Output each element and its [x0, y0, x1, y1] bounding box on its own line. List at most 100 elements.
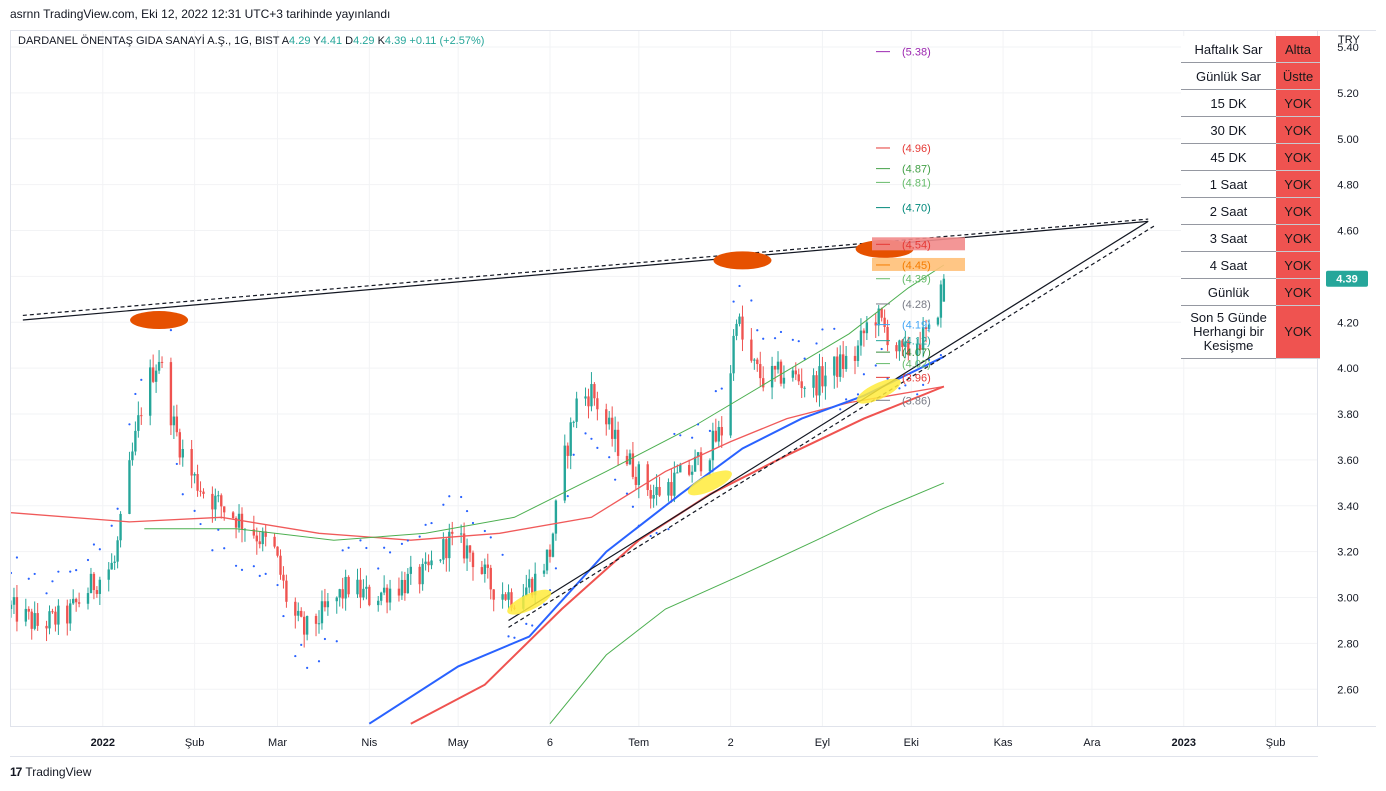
sar-dot — [507, 635, 510, 638]
candle — [836, 347, 839, 388]
candle — [898, 339, 901, 361]
candle — [341, 577, 344, 609]
candle-body — [818, 366, 821, 396]
time-tick-label: Nis — [361, 737, 377, 749]
candle-body — [625, 455, 629, 465]
candle-body — [30, 611, 33, 629]
price-tick-label: 5.00 — [1337, 134, 1358, 146]
candle — [916, 338, 919, 367]
sar-dot — [898, 387, 901, 390]
candle-body — [756, 359, 759, 365]
candle-body — [714, 430, 718, 442]
candle — [741, 305, 744, 352]
open-value: 4.29 — [289, 35, 311, 47]
candle — [445, 537, 448, 572]
candle — [782, 365, 786, 389]
candle-body — [676, 472, 679, 474]
candle — [223, 506, 226, 521]
candle-body — [904, 341, 907, 348]
status-row-value: YOK — [1276, 278, 1320, 306]
candle-body — [886, 326, 889, 346]
chart-pane[interactable] — [10, 30, 1318, 727]
time-axis[interactable] — [10, 727, 1318, 757]
candle — [942, 274, 946, 302]
price-tick-label: 4.20 — [1337, 317, 1358, 329]
time-tick-label: 2023 — [1171, 737, 1195, 749]
sar-dot — [240, 568, 244, 571]
candle — [652, 484, 655, 508]
candle — [202, 488, 205, 499]
low-label: D — [345, 35, 354, 47]
candle-body — [134, 430, 137, 452]
candle — [634, 466, 638, 490]
candle — [418, 564, 421, 594]
sar-dot — [779, 330, 783, 334]
candle-body — [459, 533, 463, 535]
candle-body — [297, 610, 300, 616]
candle-body — [69, 603, 72, 624]
candle — [57, 599, 60, 635]
candle — [377, 596, 380, 612]
candle-body — [782, 377, 786, 384]
close-label: K — [377, 35, 385, 47]
candle-body — [448, 531, 451, 559]
symbol-info[interactable]: DARDANEL ÖNENTAŞ GIDA SANAYİ A.Ş., 1G, B… — [18, 35, 484, 47]
status-row: 3 Saat YOK — [1181, 224, 1320, 252]
candle — [403, 571, 407, 601]
candle-body — [759, 364, 762, 379]
candle — [862, 328, 866, 347]
candle-body — [794, 370, 797, 375]
candle-body — [566, 445, 569, 456]
sar-dot — [525, 622, 528, 626]
candle — [839, 345, 842, 382]
candle-body — [525, 587, 528, 596]
candle — [554, 499, 558, 541]
candle-body — [341, 589, 344, 599]
candle — [326, 592, 330, 616]
candle — [608, 410, 611, 430]
sar-dot — [708, 429, 712, 432]
candle-body — [738, 316, 741, 324]
candle-body — [927, 324, 931, 330]
sar-dot — [691, 436, 694, 439]
candle — [151, 354, 155, 384]
candle — [92, 572, 96, 600]
candle-body — [610, 417, 614, 439]
candle-body — [276, 546, 279, 556]
candle-body — [151, 367, 155, 382]
status-row: 15 DK YOK — [1181, 89, 1320, 117]
tradingview-logo[interactable]: 17 TradingView — [10, 765, 91, 779]
sar-dot — [655, 531, 658, 535]
candle — [566, 442, 569, 469]
candle — [880, 307, 883, 322]
candle-body — [314, 615, 318, 624]
candle — [451, 521, 454, 546]
candle — [625, 449, 629, 467]
candle-body — [388, 588, 392, 603]
status-row-label: 1 Saat — [1181, 170, 1276, 198]
candle-body — [33, 613, 36, 629]
bottom-marker — [856, 378, 901, 404]
high-label: Y — [313, 35, 321, 47]
candle-body — [883, 317, 886, 327]
candle — [131, 442, 134, 466]
level-labels-layer: (5.38) (4.96) (4.87)(4.81) (4.70) (4.54) (4.4… — [872, 47, 965, 407]
candle-body — [421, 563, 424, 585]
sar-dot — [916, 393, 919, 396]
candle — [883, 309, 886, 333]
level-label: (4.81) — [902, 177, 931, 189]
candle-body — [551, 533, 555, 557]
sar-dot — [756, 329, 759, 332]
status-row-value: Altta — [1276, 36, 1320, 63]
price-axis[interactable] — [1318, 30, 1376, 727]
sar-dot — [69, 570, 72, 573]
candle — [409, 555, 412, 585]
candle-body — [667, 482, 670, 496]
candle-body — [172, 416, 176, 426]
price-tick-label: 3.20 — [1337, 547, 1358, 559]
sar-dot — [531, 624, 534, 627]
candle-body — [593, 384, 596, 399]
candle-body — [320, 601, 324, 624]
level-label: (4.02) — [902, 359, 931, 371]
